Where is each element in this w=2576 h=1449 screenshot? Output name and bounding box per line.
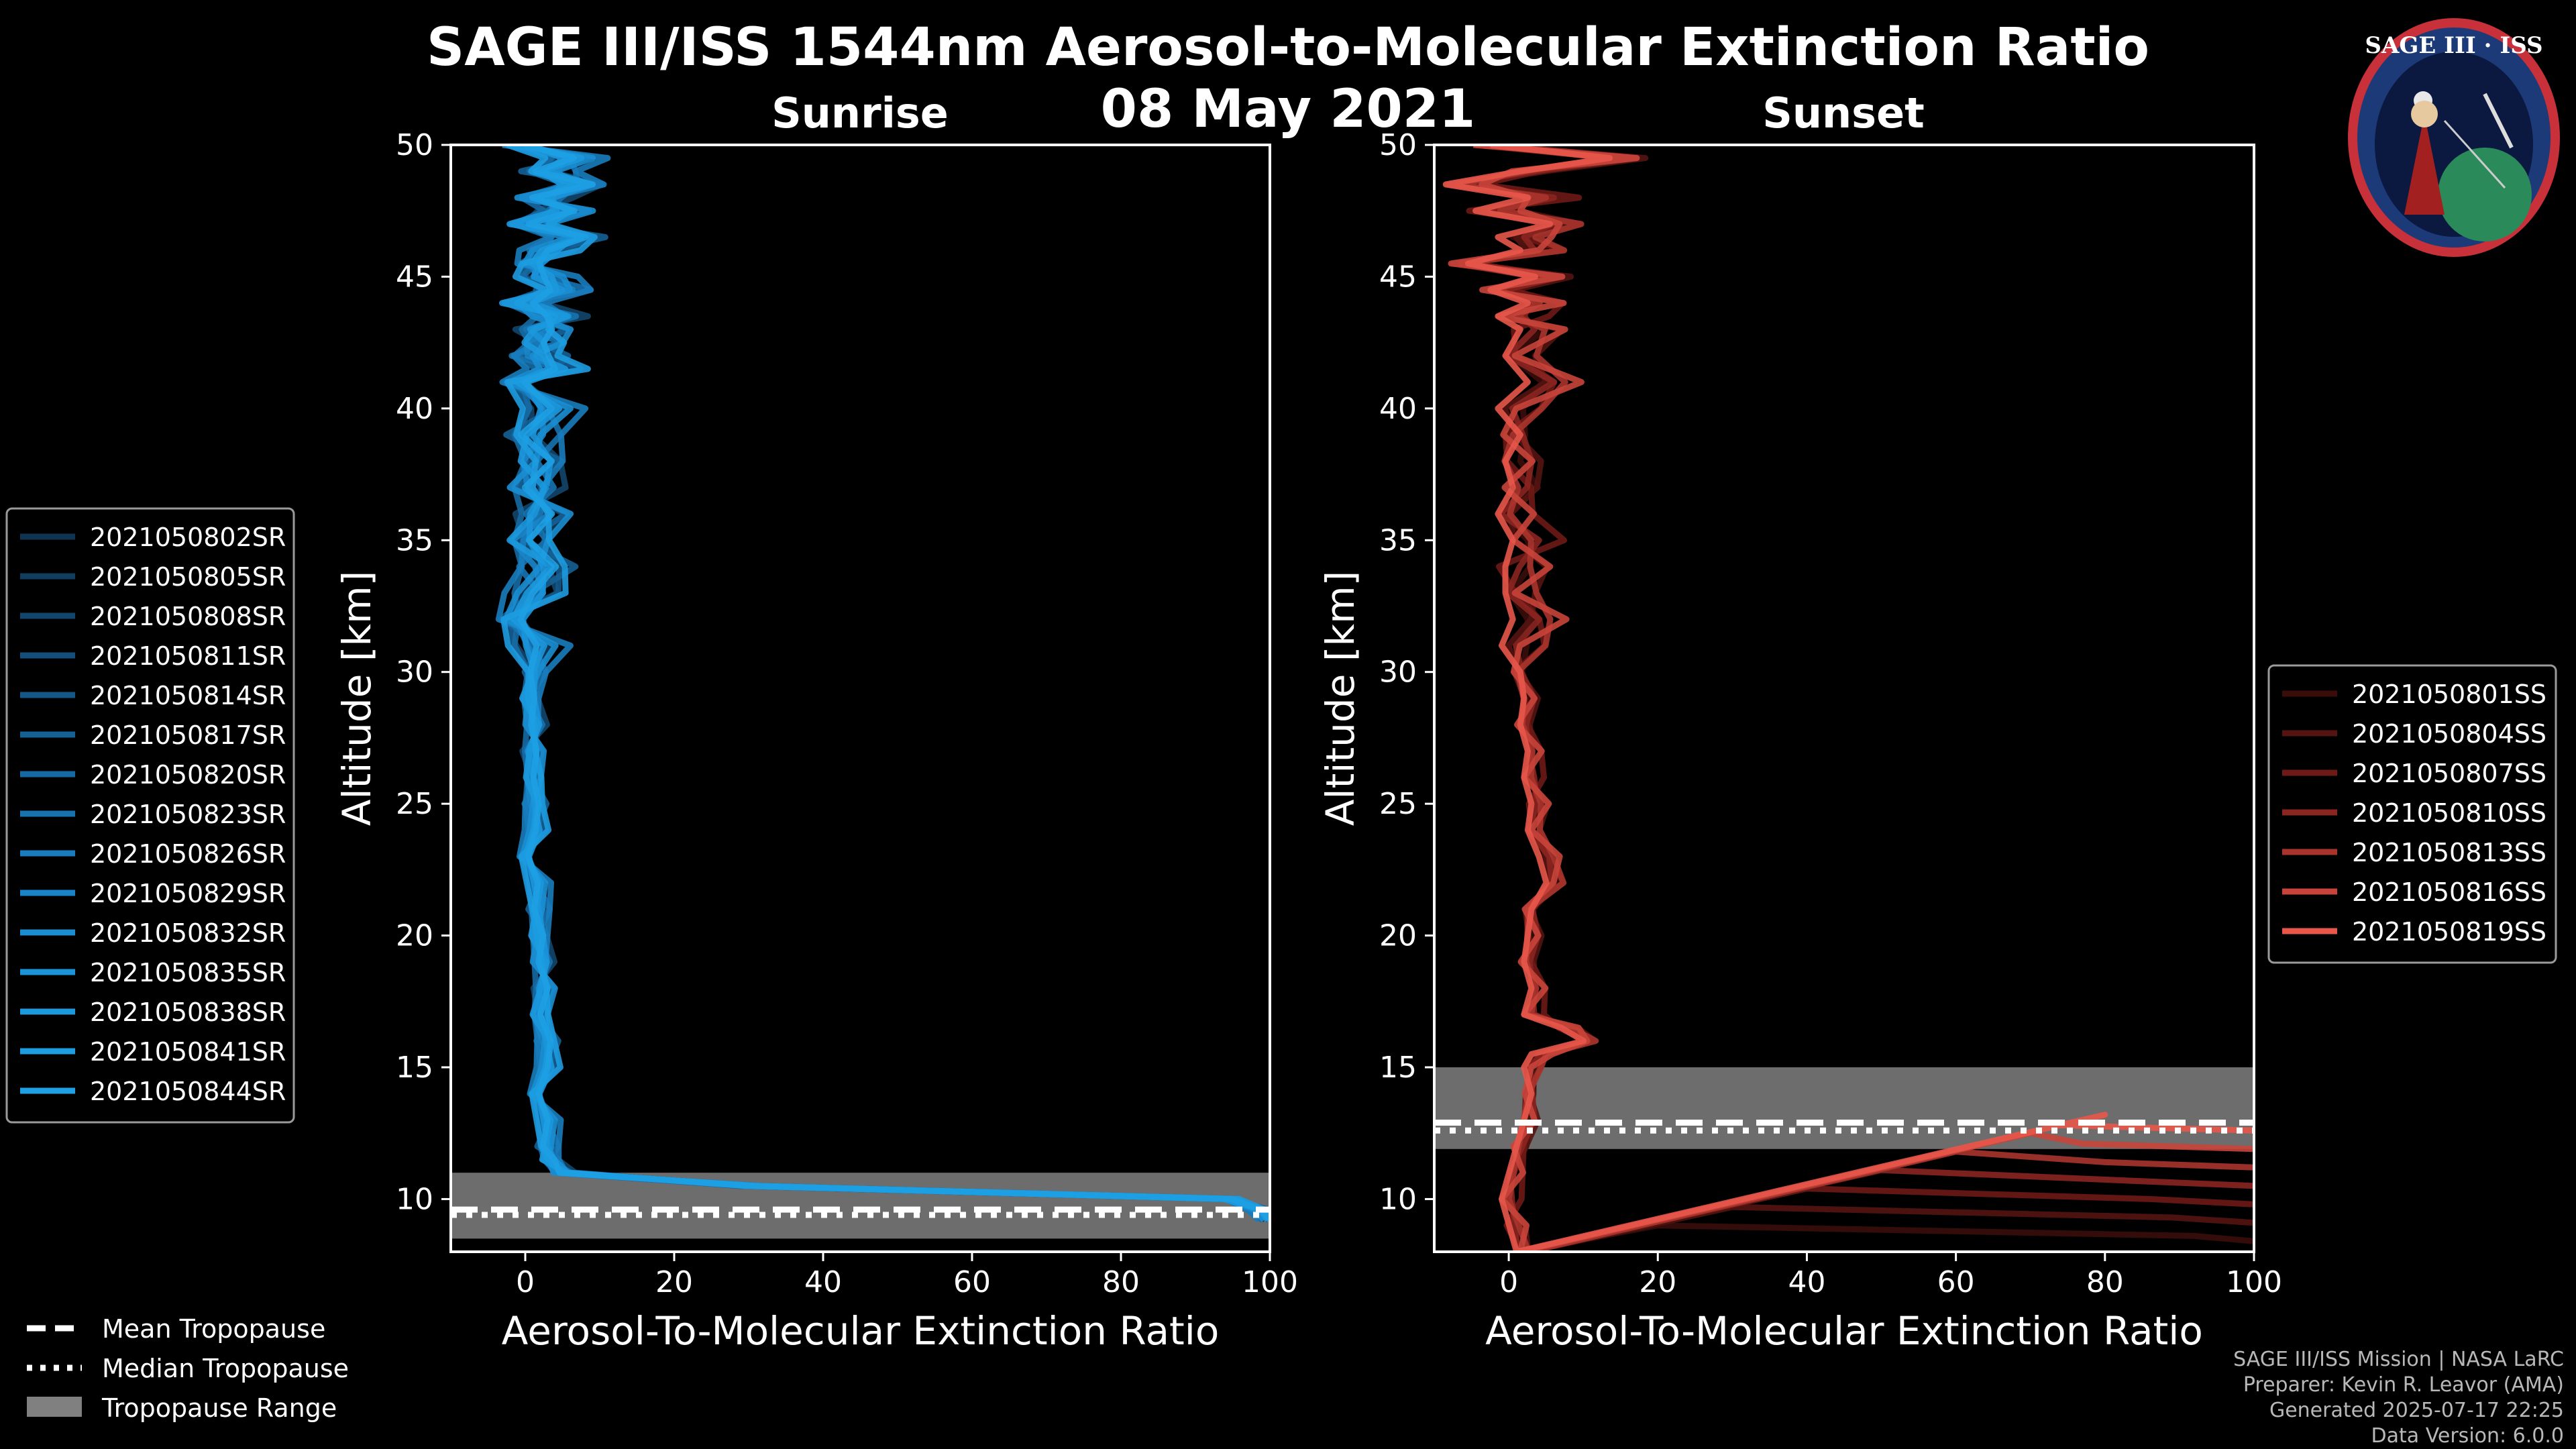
legend-entry: 2021050826SR (90, 839, 286, 869)
x-axis-label: Aerosol-To-Molecular Extinction Ratio (502, 1308, 1220, 1354)
series-line-2021050841SR (500, 145, 1270, 1216)
legend-entry: 2021050816SS (2352, 877, 2546, 907)
y-tick-label: 30 (1379, 655, 1417, 690)
sunset-panel-title: Sunset (1762, 89, 1925, 138)
y-tick-label: 10 (1379, 1182, 1417, 1216)
legend-box (2267, 664, 2557, 964)
series-line-2021050819SS (1442, 145, 2254, 1252)
y-tick-label: 40 (1379, 392, 1417, 426)
y-tick-label: 25 (1379, 787, 1417, 821)
legend-box (5, 507, 295, 1124)
x-tick-label: 0 (1499, 1265, 1518, 1299)
legend-entry: 2021050814SR (90, 681, 286, 710)
legend-tropopause-entry: Tropopause Range (101, 1393, 337, 1423)
mission-patch-icon: SAGE III · ISS (2344, 13, 2564, 262)
legend-entry: 2021050810SS (2352, 798, 2546, 828)
plot-frame (1433, 144, 2255, 1253)
y-tick-label: 30 (396, 655, 433, 690)
y-tick-label: 50 (1379, 128, 1417, 162)
y-tick-label: 20 (1379, 919, 1417, 953)
legend-entry: 2021050819SS (2352, 917, 2546, 947)
logo-title: SAGE III · ISS (2365, 32, 2543, 59)
series-line-2021050816SS (1448, 145, 2254, 1252)
legend-entry: 2021050841SR (90, 1037, 286, 1067)
x-tick-label: 60 (953, 1265, 991, 1299)
footer-line-1: SAGE III/ISS Mission | NASA LaRC (2233, 1348, 2564, 1371)
legend-range-swatch (27, 1397, 82, 1417)
x-tick-label: 40 (1788, 1265, 1825, 1299)
legend-entry: 2021050838SR (90, 998, 286, 1027)
legend-entry: 2021050811SR (90, 641, 286, 671)
legend-tropopause-entry: Median Tropopause (102, 1354, 349, 1383)
x-tick-label: 20 (1639, 1265, 1676, 1299)
series-line-2021050844SR (517, 145, 1270, 1222)
x-tick-label: 60 (1937, 1265, 1975, 1299)
y-tick-label: 15 (396, 1051, 433, 1085)
plot-frame (449, 144, 1271, 1253)
tropopause-range-band (1434, 1067, 2254, 1149)
y-axis-label: Altitude [km] (1318, 571, 1363, 826)
x-tick-label: 100 (2226, 1265, 2282, 1299)
y-tick-label: 40 (396, 392, 433, 426)
y-axis-label: Altitude [km] (334, 571, 380, 826)
x-tick-label: 80 (1102, 1265, 1140, 1299)
legend-entry: 2021050832SR (90, 918, 286, 948)
legend-entry: 2021050829SR (90, 879, 286, 908)
x-tick-label: 40 (804, 1265, 842, 1299)
x-tick-label: 80 (2086, 1265, 2124, 1299)
y-tick-label: 10 (396, 1182, 433, 1216)
legend-entry: 2021050805SR (90, 562, 286, 592)
legend-entry: 2021050820SR (90, 760, 286, 790)
tropopause-legend: Mean Tropopause Median Tropopause Tropopau… (27, 1314, 349, 1423)
y-tick-label: 20 (396, 919, 433, 953)
tropopause-range-band (451, 1173, 1270, 1239)
sunrise-panel-title: Sunrise (771, 89, 949, 138)
sunrise-legend: 2021050802SR 2021050805SR 2021050808SR 2021… (5, 507, 295, 1124)
footer-line-2: Preparer: Kevin R. Leavor (AMA) (2243, 1373, 2564, 1397)
y-tick-label: 35 (1379, 523, 1417, 557)
legend-entry: 2021050808SR (90, 602, 286, 631)
chart-title-line1: SAGE III/ISS 1544nm Aerosol-to-Molecular… (427, 17, 2149, 78)
legend-entry: 2021050817SR (90, 720, 286, 750)
y-tick-label: 50 (396, 128, 433, 162)
y-tick-label: 15 (1379, 1051, 1417, 1085)
x-tick-label: 20 (655, 1265, 693, 1299)
sunset-plot: 0 20 40 60 80 100 10 15 20 25 30 35 40 45 50 Aerosol-To… (1318, 128, 2282, 1354)
legend-entry: 2021050813SS (2352, 838, 2546, 867)
legend-entry: 2021050835SR (90, 958, 286, 987)
y-tick-label: 45 (1379, 260, 1417, 294)
footer-credits: SAGE III/ISS Mission | NASA LaRC Prepare… (2233, 1347, 2564, 1449)
legend-entry: 2021050844SR (90, 1077, 286, 1106)
x-axis-label: Aerosol-To-Molecular Extinction Ratio (1485, 1308, 2203, 1354)
x-tick-label: 0 (516, 1265, 535, 1299)
y-tick-label: 35 (396, 523, 433, 557)
legend-entry: 2021050804SS (2352, 719, 2546, 749)
legend-entry: 2021050823SR (90, 800, 286, 829)
x-tick-label: 100 (1242, 1265, 1298, 1299)
sunrise-plot: 0 20 40 60 80 100 10 15 20 25 30 35 40 45 50 Aerosol-To… (334, 128, 1298, 1354)
sunset-legend: 2021050801SS 2021050804SS 2021050807SS 2021… (2267, 664, 2557, 964)
legend-entry: 2021050807SS (2352, 759, 2546, 788)
legend-entry: 2021050801SS (2352, 680, 2546, 709)
plot-area (451, 145, 1270, 1252)
legend-entry: 2021050802SR (90, 523, 286, 552)
footer-line-3: Generated 2025-07-17 22:25 (2269, 1399, 2564, 1422)
chart-title-line2: 08 May 2021 (1100, 79, 1476, 140)
legend-tropopause-entry: Mean Tropopause (102, 1314, 325, 1344)
y-tick-label: 45 (396, 260, 433, 294)
y-tick-label: 25 (396, 787, 433, 821)
footer-line-4: Data Version: 6.0.0 (2371, 1424, 2564, 1448)
series-line-2021050826SR (495, 145, 1261, 1223)
